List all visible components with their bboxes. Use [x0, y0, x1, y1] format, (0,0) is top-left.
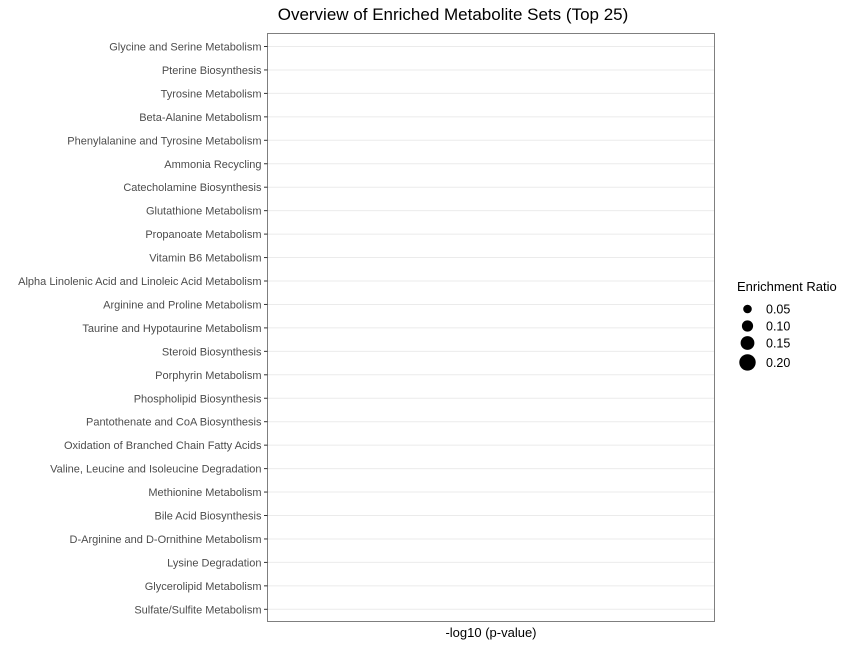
y-tick-label: Vitamin B6 Metabolism: [149, 253, 261, 265]
y-tick-label: Oxidation of Branched Chain Fatty Acids: [64, 440, 262, 452]
y-tick-label: Lysine Degradation: [167, 557, 261, 569]
y-tick-label: Steroid Biosynthesis: [162, 346, 262, 358]
y-tick-label: Pantothenate and CoA Biosynthesis: [86, 417, 262, 429]
legend-title: Enrichment Ratio: [737, 279, 837, 294]
legend-label: 0.15: [766, 337, 790, 351]
y-tick-label: Glycerolipid Metabolism: [145, 581, 262, 593]
y-tick-label: Methionine Metabolism: [148, 487, 261, 499]
legend-size-key: [739, 354, 756, 371]
legend-size-key: [741, 320, 754, 332]
legend-label: 0.10: [766, 320, 790, 334]
y-tick-label: Catecholamine Biosynthesis: [123, 182, 262, 194]
y-tick-label: D-Arginine and D-Ornithine Metabolism: [70, 534, 262, 546]
y-tick-label: Phospholipid Biosynthesis: [134, 393, 262, 405]
legend-entries: 0.05 0.10 0.15 0.20: [739, 303, 790, 371]
y-tick-label: Bile Acid Biosynthesis: [155, 511, 262, 523]
chart-title: Overview of Enriched Metabolite Sets (To…: [278, 5, 629, 24]
x-axis-title: -log10 (p-value): [445, 625, 536, 640]
y-tick-label: Glutathione Metabolism: [146, 206, 262, 218]
y-tick-label: Tyrosine Metabolism: [161, 88, 262, 100]
y-tick-label: Phenylalanine and Tyrosine Metabolism: [67, 135, 261, 147]
y-tick-label: Valine, Leucine and Isoleucine Degradati…: [50, 464, 261, 476]
legend-size-key: [740, 336, 755, 350]
y-tick-label: Taurine and Hypotaurine Metabolism: [82, 323, 261, 335]
legend-size-key: [743, 304, 752, 314]
y-tick-label: Arginine and Proline Metabolism: [103, 299, 261, 311]
y-axis: Glycine and Serine Metabolism Pterine Bio…: [18, 42, 268, 616]
y-tick-label: Porphyrin Metabolism: [155, 370, 261, 382]
y-tick-label: Glycine and Serine Metabolism: [109, 42, 261, 54]
y-tick-label: Alpha Linolenic Acid and Linoleic Acid M…: [18, 276, 261, 288]
y-tick-label: Pterine Biosynthesis: [162, 65, 262, 77]
legend-label: 0.05: [766, 303, 790, 317]
y-tick-label: Beta-Alanine Metabolism: [139, 112, 261, 124]
y-tick-label: Sulfate/Sulfite Metabolism: [134, 604, 261, 616]
panel-gridlines: [267, 46, 715, 610]
y-tick-label: Ammonia Recycling: [164, 159, 261, 171]
y-tick-label: Propanoate Metabolism: [145, 229, 261, 241]
legend-label: 0.20: [766, 356, 790, 370]
size-legend: Enrichment Ratio 0.05 0.10 0.15 0.20: [737, 279, 837, 371]
